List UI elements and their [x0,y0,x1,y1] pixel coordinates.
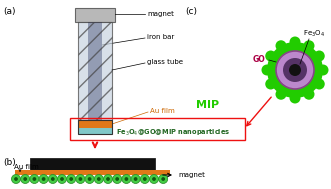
Circle shape [51,177,55,181]
Bar [78,22,112,120]
Circle shape [67,174,76,184]
Bar [75,8,115,22]
Circle shape [317,64,328,75]
Circle shape [275,40,287,51]
Circle shape [97,177,101,181]
Circle shape [115,177,119,181]
Circle shape [30,174,39,184]
Text: iron bar: iron bar [147,34,174,40]
Bar [30,158,155,170]
Circle shape [304,89,314,100]
Circle shape [290,36,301,47]
Circle shape [131,174,140,184]
Circle shape [143,177,147,181]
Circle shape [152,177,156,181]
Circle shape [69,177,73,181]
Circle shape [289,64,301,76]
Circle shape [314,50,325,61]
Text: GO: GO [253,56,266,64]
Text: MIP: MIP [196,100,219,110]
Bar [78,128,112,134]
Circle shape [104,174,113,184]
Circle shape [32,177,36,181]
Circle shape [94,174,103,184]
Circle shape [78,177,82,181]
Circle shape [88,177,91,181]
Circle shape [265,78,276,90]
Text: (c): (c) [185,7,197,16]
Circle shape [106,177,110,181]
Text: glass tube: glass tube [147,59,183,65]
Circle shape [14,177,18,181]
Circle shape [276,51,314,89]
Circle shape [314,78,325,90]
Circle shape [21,174,30,184]
Circle shape [42,177,45,181]
Circle shape [275,89,287,100]
Circle shape [76,174,85,184]
Text: Fe$_3$O$_4$@GO@MIP nanoparticles: Fe$_3$O$_4$@GO@MIP nanoparticles [116,128,230,138]
Circle shape [39,174,48,184]
Circle shape [12,174,21,184]
Bar [78,120,112,128]
Circle shape [265,50,276,61]
Text: magnet: magnet [178,172,205,178]
Text: (a): (a) [3,7,16,16]
Bar [88,22,102,120]
Text: Fe$_3$O$_4$: Fe$_3$O$_4$ [303,29,325,39]
Circle shape [48,174,57,184]
Circle shape [58,174,67,184]
Circle shape [23,177,27,181]
Circle shape [161,177,165,181]
Text: magnet: magnet [147,11,174,17]
Circle shape [60,177,64,181]
Circle shape [134,177,137,181]
Text: Au film: Au film [150,108,175,114]
Bar [78,120,112,134]
Circle shape [283,58,307,82]
Text: Au film: Au film [14,164,39,170]
Circle shape [150,174,159,184]
Circle shape [290,92,301,104]
Circle shape [261,64,272,75]
Circle shape [113,174,122,184]
Text: (b): (b) [3,158,16,167]
Circle shape [267,42,323,98]
Circle shape [304,40,314,51]
Circle shape [159,174,168,184]
Circle shape [140,174,149,184]
Circle shape [85,174,94,184]
Circle shape [122,174,131,184]
Bar [15,170,170,175]
Circle shape [124,177,128,181]
